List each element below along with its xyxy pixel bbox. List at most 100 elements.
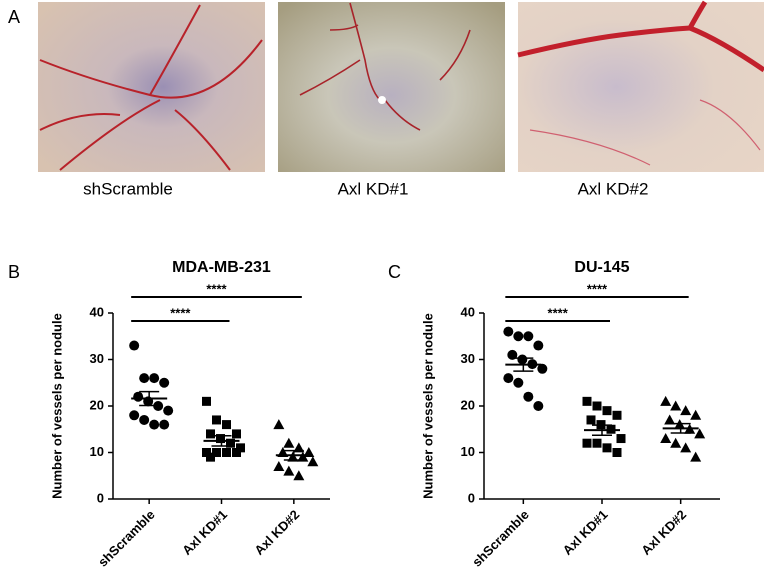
data-point [307, 456, 319, 467]
chart-title: MDA-MB-231 [172, 259, 271, 276]
data-point [660, 433, 672, 444]
significance-label: **** [587, 281, 608, 296]
data-point [297, 451, 309, 462]
error-bar [139, 390, 160, 407]
significance-label: **** [548, 305, 569, 320]
data-point [232, 448, 241, 457]
photo [517, 0, 764, 172]
chart-title: DU-145 [574, 259, 629, 276]
data-point [533, 340, 544, 351]
data-point [602, 406, 612, 416]
data-point [602, 443, 612, 453]
data-point [293, 470, 305, 481]
data-point [537, 363, 548, 374]
error-bar [513, 357, 534, 372]
data-point [582, 438, 592, 448]
data-point [503, 373, 514, 384]
significance-label: **** [206, 281, 227, 296]
x-tick-label: Axl KD#1 [560, 507, 611, 558]
y-tick-label: 0 [97, 490, 104, 505]
data-point [670, 400, 682, 411]
data-point [139, 414, 150, 425]
data-point [129, 340, 140, 351]
y-tick-label: 0 [468, 490, 475, 505]
data-point [149, 419, 160, 430]
data-point [670, 437, 682, 448]
data-point [202, 448, 211, 457]
data-point [664, 414, 676, 425]
data-point [273, 460, 285, 471]
data-point [149, 373, 160, 384]
y-tick-label: 10 [461, 444, 475, 459]
data-point [507, 349, 518, 360]
data-point [523, 391, 534, 402]
data-point [202, 396, 211, 406]
data-point [694, 428, 706, 439]
data-point [273, 419, 285, 430]
photo [38, 2, 265, 172]
photo-caption: Axl KD#1 [338, 179, 409, 198]
x-tick-label: Axl KD#2 [251, 507, 302, 558]
y-axis-label: Number of vessels per nodule [49, 313, 64, 499]
x-tick-label: shScramble [469, 507, 532, 570]
data-point [503, 326, 514, 337]
data-point [660, 395, 672, 406]
data-point [680, 405, 692, 416]
x-tick-label: shScramble [95, 507, 158, 570]
panel-label: C [388, 262, 401, 282]
data-point [236, 443, 245, 453]
data-point [133, 391, 144, 402]
data-point [163, 405, 174, 416]
data-point [612, 448, 622, 457]
panel-label: A [8, 7, 20, 27]
data-point [206, 429, 215, 439]
data-point [690, 451, 702, 462]
data-point [690, 409, 702, 420]
data-point [586, 415, 596, 425]
x-tick-label: Axl KD#2 [638, 507, 689, 558]
error-bar [670, 422, 691, 434]
error-bar [211, 435, 232, 447]
data-point [139, 373, 150, 384]
data-point [159, 419, 170, 430]
data-point [212, 415, 221, 425]
data-point [616, 434, 626, 444]
data-point [612, 410, 622, 420]
data-point [517, 354, 528, 365]
data-point [226, 438, 235, 448]
photo [278, 2, 505, 172]
photo-caption: shScramble [83, 179, 173, 198]
data-point [513, 331, 524, 342]
panel-label: B [8, 262, 20, 282]
y-tick-label: 30 [461, 351, 475, 366]
error-bar [592, 424, 612, 437]
data-point [513, 377, 524, 388]
data-point [232, 429, 241, 439]
y-tick-label: 10 [90, 444, 104, 459]
y-axis-label: Number of vessels per nodule [420, 313, 435, 499]
data-point [592, 401, 602, 411]
x-tick-label: Axl KD#1 [179, 507, 230, 558]
photo-caption: Axl KD#2 [578, 179, 649, 198]
data-point [582, 396, 592, 406]
data-point [287, 451, 299, 462]
data-point [212, 448, 221, 457]
data-point [159, 377, 170, 388]
data-point [216, 434, 225, 444]
data-point [680, 442, 692, 453]
data-point [129, 410, 140, 421]
data-point [293, 442, 305, 453]
y-tick-label: 40 [90, 304, 104, 319]
data-point [222, 420, 231, 430]
y-tick-label: 20 [461, 397, 475, 412]
data-point [523, 331, 534, 342]
data-point [222, 448, 231, 457]
y-tick-label: 30 [90, 351, 104, 366]
data-point [283, 465, 295, 476]
y-tick-label: 40 [461, 304, 475, 319]
data-point [533, 401, 544, 411]
data-point [206, 452, 215, 462]
data-point [283, 437, 295, 448]
significance-label: **** [170, 305, 191, 320]
